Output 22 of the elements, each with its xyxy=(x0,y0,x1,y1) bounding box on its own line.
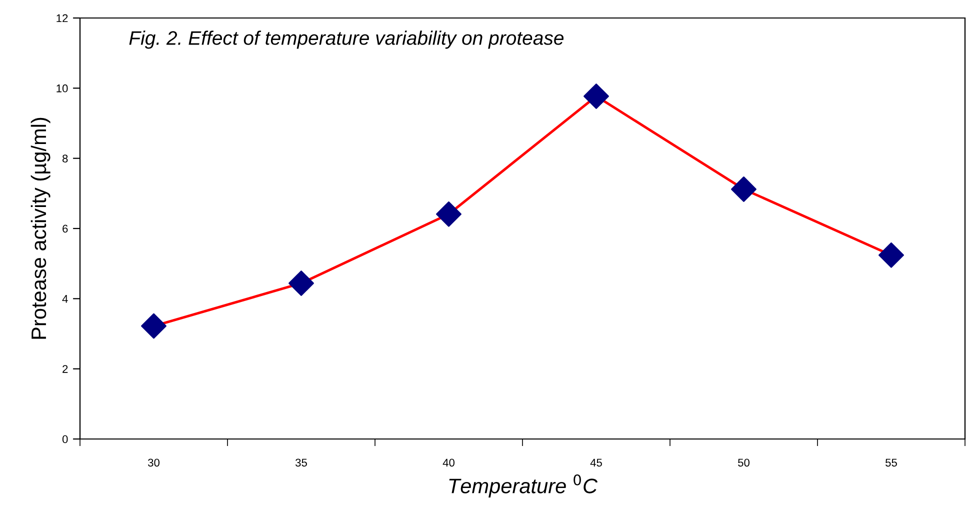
y-tick-label: 0 xyxy=(62,435,68,444)
y-axis-title: Protease activity (µg/ml) xyxy=(30,118,50,339)
x-tick-label: 30 xyxy=(148,458,160,467)
y-tick-label: 12 xyxy=(56,14,68,22)
point xyxy=(141,313,166,339)
y-tick-label: 2 xyxy=(62,365,68,373)
x-tick-label: 55 xyxy=(886,458,897,467)
x-tick-label: 35 xyxy=(295,458,307,467)
x-tick-label: 40 xyxy=(442,458,454,467)
point xyxy=(731,176,756,202)
point xyxy=(288,270,314,296)
point xyxy=(436,201,462,227)
x-tick-label: 50 xyxy=(738,458,750,467)
point xyxy=(584,84,609,109)
x-axis-title: Temperature $^{0}$C xyxy=(449,474,598,498)
x-tick-label: 45 xyxy=(590,458,602,467)
y-tick-label: 10 xyxy=(56,84,68,92)
y-tick-label: 6 xyxy=(62,224,68,233)
point xyxy=(878,242,904,268)
y-tick-label: 8 xyxy=(62,154,68,162)
y-tick-label: 4 xyxy=(62,295,68,303)
text: Fig. 2. Effect of temperature variability on protease xyxy=(129,30,564,49)
